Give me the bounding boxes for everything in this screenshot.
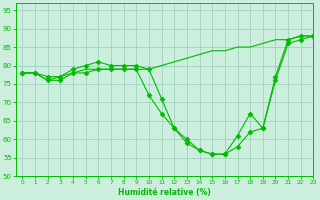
X-axis label: Humidité relative (%): Humidité relative (%) — [118, 188, 211, 197]
